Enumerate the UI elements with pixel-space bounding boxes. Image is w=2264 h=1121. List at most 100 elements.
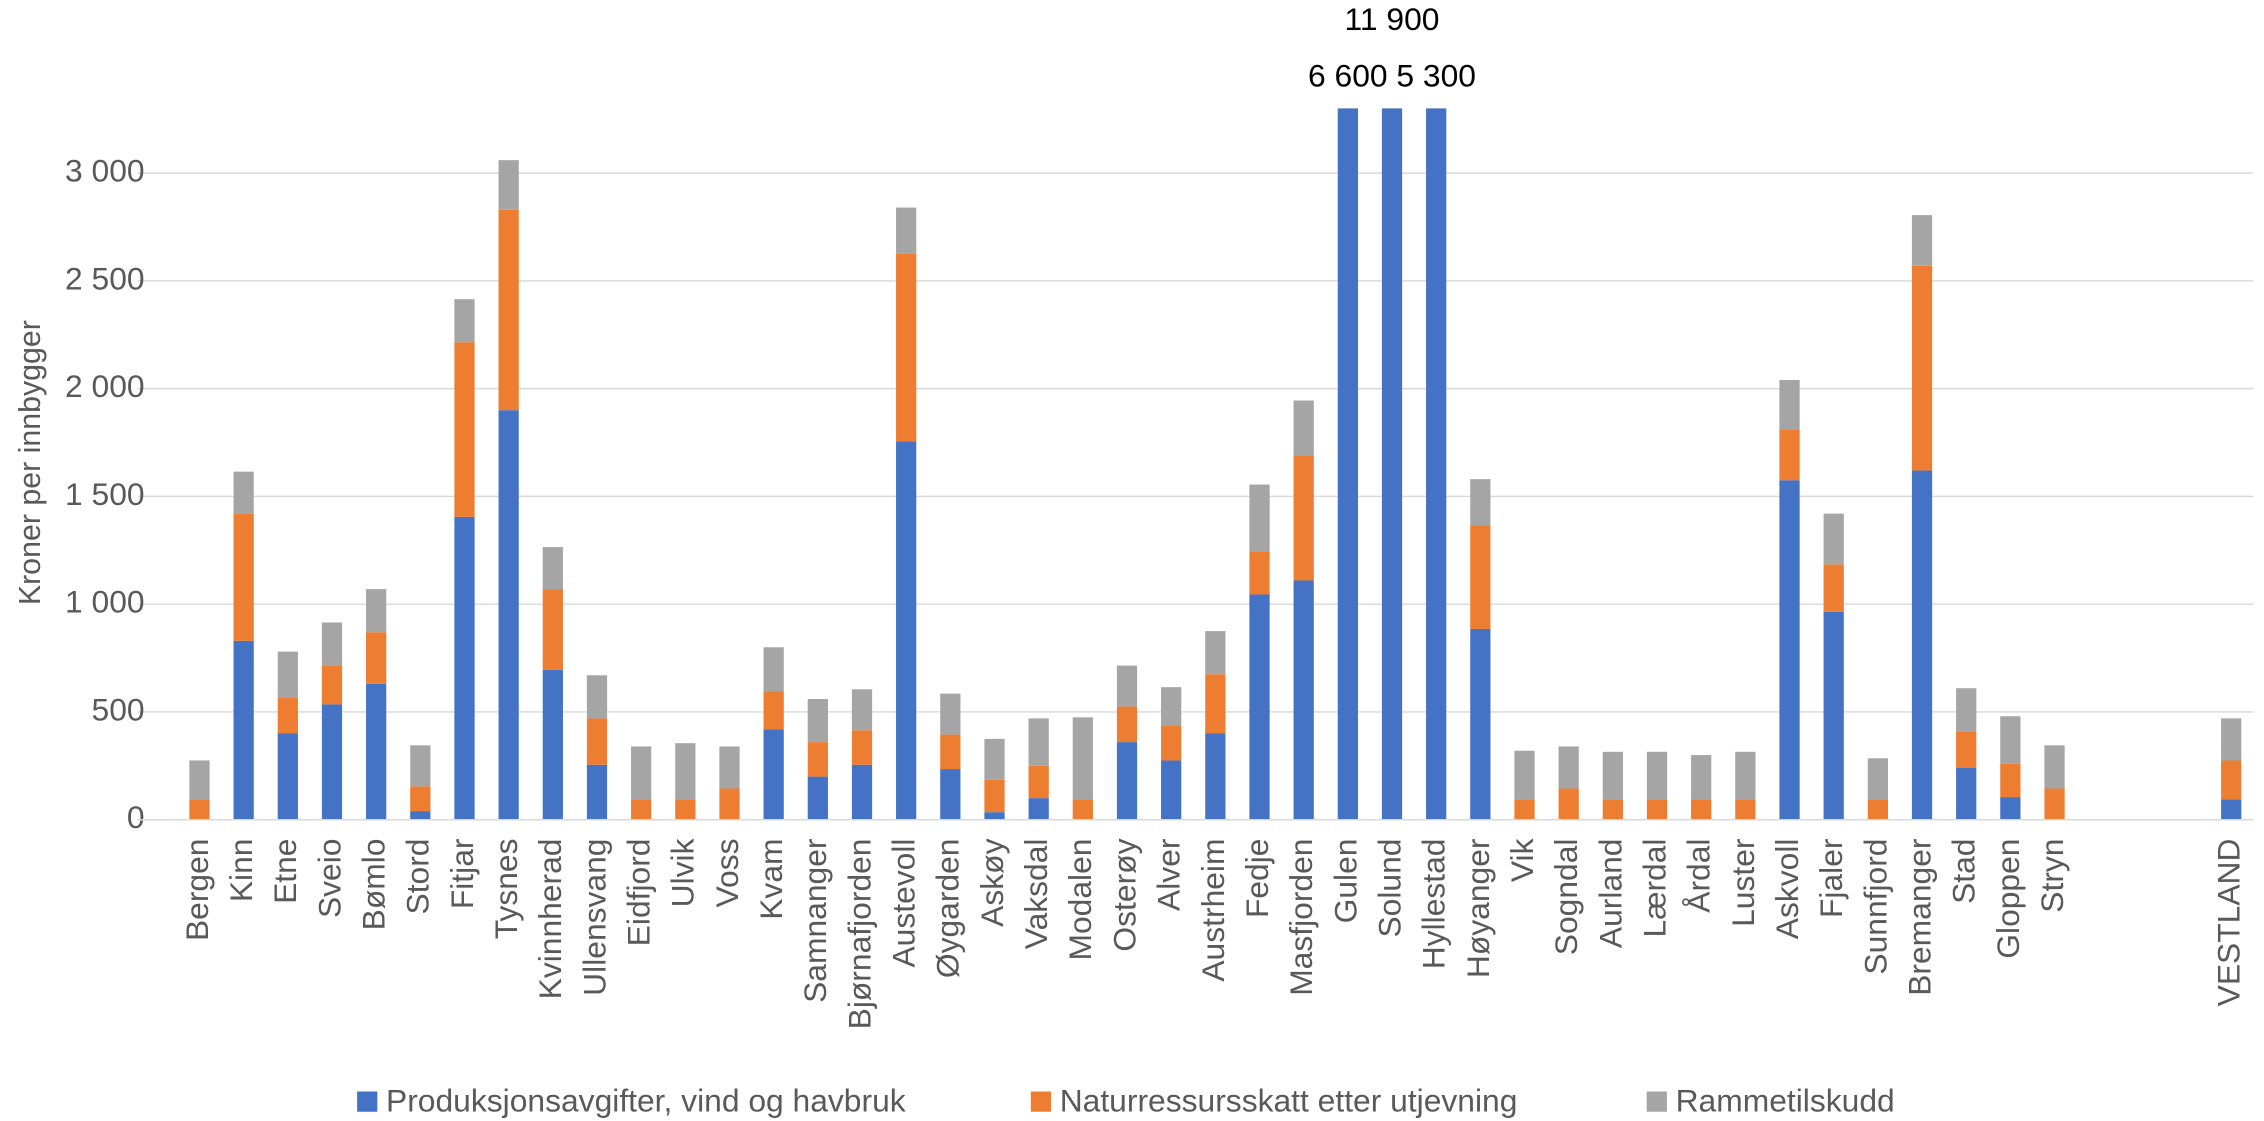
bar-segment <box>366 589 387 633</box>
bar-segment <box>675 799 696 820</box>
bar-segment <box>410 786 431 812</box>
bar-segment <box>1205 733 1226 820</box>
bar-segment <box>498 160 519 210</box>
x-tick-label: Sogndal <box>1548 839 1584 956</box>
bar-segment <box>586 718 608 765</box>
bar-segment <box>277 733 298 820</box>
bar-segment <box>719 788 740 820</box>
bar-segment <box>2221 799 2242 820</box>
bar-segment <box>763 647 784 692</box>
bar-segment <box>1514 750 1535 800</box>
x-tick-label: Etne <box>267 839 303 904</box>
x-tick-label: Stryn <box>2034 839 2070 913</box>
bar-segment <box>807 742 828 777</box>
x-tick-label: VESTLAND <box>2211 839 2247 1007</box>
bar-segment <box>1028 718 1049 766</box>
bar-segment <box>896 253 917 442</box>
bar-segment <box>1161 687 1182 726</box>
bar-segment <box>1161 725 1182 761</box>
x-tick-label: Kvam <box>753 839 789 920</box>
bar-segment <box>763 729 784 820</box>
bar-segment <box>1558 788 1579 820</box>
bar-segment <box>586 764 608 820</box>
bar-segment <box>1602 751 1623 800</box>
bar-segment <box>940 769 961 820</box>
bar-segment <box>410 811 431 820</box>
x-tick-label: Ullensvang <box>576 839 612 996</box>
bar-segment <box>1911 265 1933 471</box>
bar-segment <box>410 745 431 787</box>
bar-segment <box>366 683 387 820</box>
legend-label: Naturressursskatt etter utjevning <box>1060 1082 1518 1118</box>
x-tick-label: Bergen <box>179 839 215 942</box>
bar-segment <box>1028 765 1049 799</box>
bar-segment <box>1558 746 1579 789</box>
y-tick-label: 2 000 <box>65 368 145 404</box>
bar-segment <box>1116 706 1138 743</box>
bar-segment <box>1249 484 1270 552</box>
bar-segment <box>1956 767 1977 820</box>
bar-segment <box>1514 799 1535 820</box>
x-tick-label: Askvoll <box>1769 839 1805 940</box>
bar-segment <box>1823 513 1844 565</box>
y-tick-label: 0 <box>127 799 145 835</box>
x-tick-label: Stord <box>400 839 436 915</box>
x-tick-label: Bjørnafjorden <box>841 839 877 1030</box>
x-tick-label: Sveio <box>311 839 347 919</box>
bar-segment <box>1028 798 1049 820</box>
bar-segment <box>1426 108 1447 820</box>
bar-segment <box>454 299 475 343</box>
x-tick-label: Gulen <box>1327 839 1363 924</box>
bar-segment <box>542 669 563 820</box>
bar-segment <box>2221 718 2242 761</box>
bar-segment <box>1205 631 1226 675</box>
bar-segment <box>321 665 343 705</box>
bar-segment <box>1823 564 1844 612</box>
bar-segment <box>542 547 563 590</box>
y-tick-label: 1 000 <box>65 584 145 620</box>
bar-segment <box>1116 665 1138 707</box>
value-label: 11 900 <box>1345 1 1440 37</box>
legend-swatch <box>1030 1091 1052 1112</box>
x-tick-label: Askøy <box>974 838 1010 926</box>
x-tick-label: Sunnfjord <box>1857 839 1893 975</box>
bar-segment <box>454 342 475 517</box>
bar-segment <box>807 776 828 820</box>
x-tick-label: Årdal <box>1681 839 1717 913</box>
bar-segment <box>984 738 1005 780</box>
bar-segment <box>1646 751 1668 800</box>
bar-segment <box>2044 788 2065 820</box>
x-tick-label: Eidfjord <box>621 839 657 947</box>
x-tick-label: Vaksdal <box>1018 839 1054 950</box>
bar-segment <box>277 651 298 698</box>
bar-segment <box>366 632 387 684</box>
bar-segment <box>498 410 519 820</box>
bar-segment <box>807 699 828 743</box>
bar-segment <box>1072 799 1093 820</box>
bar-segment <box>1911 470 1933 820</box>
x-tick-label: Hyllestad <box>1416 839 1452 970</box>
x-tick-label: Luster <box>1725 838 1761 927</box>
bar-segment <box>1691 755 1712 800</box>
x-tick-label: Bømlo <box>356 839 392 931</box>
bar-segment <box>984 812 1005 820</box>
bar-segment <box>1293 580 1314 820</box>
bar-segment <box>1381 108 1403 820</box>
x-tick-label: Fitjar <box>444 838 480 909</box>
bar-segment <box>940 734 961 770</box>
bar-segment <box>940 693 961 735</box>
y-tick-label: 3 000 <box>65 152 145 188</box>
bar-segment <box>1779 380 1800 430</box>
x-tick-label: Austevoll <box>886 839 922 968</box>
x-tick-label: Alver <box>1151 838 1187 911</box>
bar-segment <box>1602 799 1623 820</box>
x-tick-label: Modalen <box>1062 839 1098 961</box>
bar-segment <box>2000 716 2021 764</box>
x-tick-label: Samnanger <box>797 838 833 1003</box>
bar-segment <box>233 471 254 514</box>
bar-segment <box>1956 731 1977 768</box>
bar-segment <box>851 730 873 765</box>
bar-segment <box>1205 674 1226 734</box>
legend-label: Produksjonsavgifter, vind og havbruk <box>386 1082 906 1118</box>
